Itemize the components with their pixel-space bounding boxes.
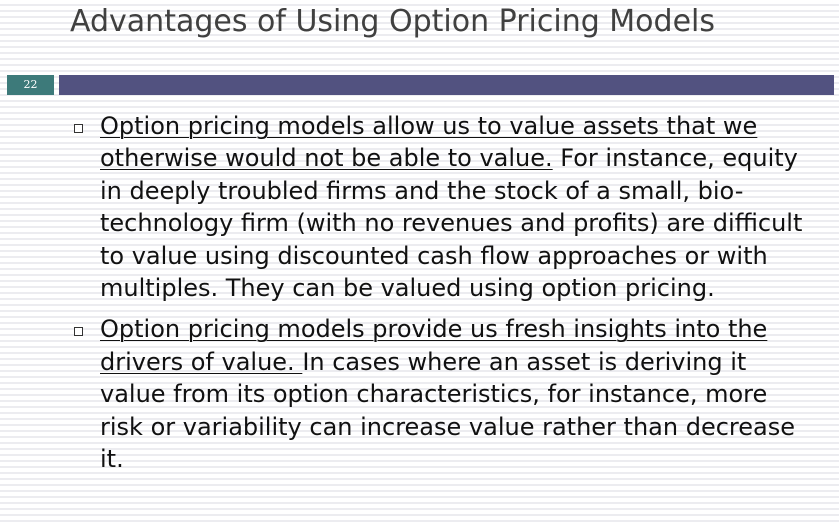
square-bullet-icon (74, 327, 83, 337)
bullet-item: Option pricing models allow us to value … (74, 110, 814, 304)
slide-title: Advantages of Using Option Pricing Model… (70, 4, 715, 39)
bullet-body-text: In cases where an asset is deriving it v… (100, 347, 795, 474)
bullet-lead-text: Option pricing models allow us to value … (100, 112, 758, 173)
square-bullet-icon (74, 124, 83, 133)
slide-number: 22 (7, 75, 54, 95)
bullet-body-text: For instance, equity in deeply troubled … (100, 144, 803, 303)
slide-content: Option pricing models allow us to value … (74, 110, 814, 484)
title-bar (59, 75, 834, 95)
bullet-lead-text: Option pricing models provide us fresh i… (100, 315, 768, 376)
bullet-item: Option pricing models provide us fresh i… (74, 313, 814, 475)
